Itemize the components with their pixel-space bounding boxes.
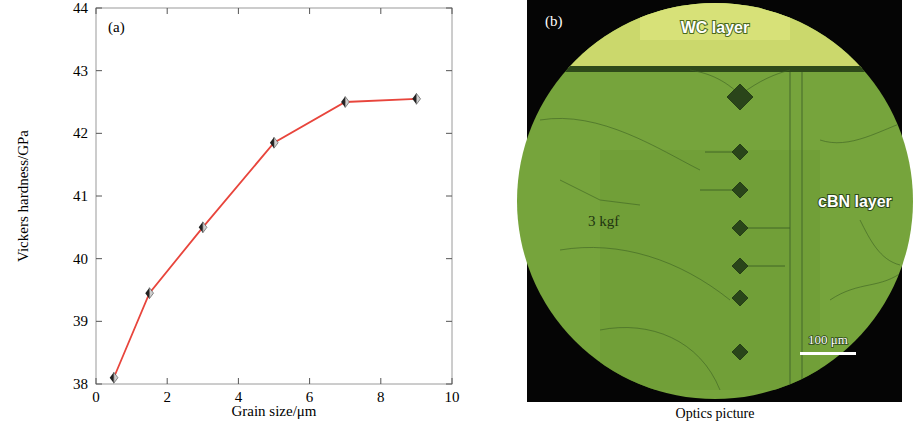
- x-tick: [167, 378, 168, 384]
- data-point: [145, 288, 153, 299]
- crack: [820, 120, 910, 143]
- x-tick: [309, 378, 310, 384]
- y-tick: [446, 321, 452, 322]
- x-tick-label: 0: [92, 389, 100, 405]
- marker-half: [199, 222, 203, 233]
- scale-bar: [800, 352, 856, 355]
- x-tick-label: 2: [163, 389, 171, 405]
- crack: [600, 328, 720, 391]
- y-tick: [446, 8, 452, 9]
- y-tick: [446, 258, 452, 259]
- data-point: [199, 222, 207, 233]
- scratch: [790, 72, 791, 400]
- shade: [600, 150, 820, 390]
- highlight: [640, 0, 790, 40]
- indent: [732, 144, 748, 160]
- indent: [732, 182, 748, 198]
- marker-half: [341, 97, 345, 108]
- data-point: [110, 372, 118, 383]
- marker-half: [412, 93, 416, 104]
- x-axis-title: Grain size/μm: [231, 403, 316, 419]
- x-tick: [380, 378, 381, 384]
- marker-half: [203, 222, 207, 233]
- x-tick: [452, 378, 453, 384]
- data-point: [270, 137, 278, 148]
- x-tick-label: 8: [377, 389, 385, 405]
- y-tick: [96, 8, 102, 9]
- y-tick-label: 38: [73, 376, 88, 392]
- x-tick: [238, 378, 239, 384]
- crack: [560, 180, 640, 205]
- x-tick: [96, 8, 97, 14]
- y-tick: [446, 70, 452, 71]
- marker-half: [114, 372, 118, 383]
- y-tick: [96, 258, 102, 259]
- data-point: [341, 97, 349, 108]
- indent: [732, 344, 748, 360]
- plot-area: [110, 93, 421, 383]
- x-tick-label: 10: [445, 389, 460, 405]
- y-tick: [96, 321, 102, 322]
- scratch: [802, 72, 803, 400]
- x-tick: [309, 8, 310, 14]
- layer-label: cBN layer: [818, 193, 892, 210]
- cbn-region: [510, 0, 920, 410]
- marker-half: [345, 97, 349, 108]
- x-tick: [452, 8, 453, 14]
- marker-half: [110, 372, 114, 383]
- x-tick: [96, 378, 97, 384]
- interface: [510, 66, 920, 72]
- figure: 024681038394041424344Grain size/μmVicker…: [0, 0, 921, 423]
- marker-half: [274, 137, 278, 148]
- panel-label: (a): [108, 19, 125, 36]
- indent: [732, 220, 748, 236]
- y-tick-label: 40: [73, 251, 88, 267]
- y-tick: [446, 196, 452, 197]
- data-point: [412, 93, 420, 104]
- crack: [860, 220, 900, 265]
- y-tick-label: 41: [73, 188, 88, 204]
- scale-label: 100 μm: [808, 332, 848, 347]
- panel-label: (b): [545, 13, 563, 30]
- y-tick: [96, 384, 102, 385]
- crack: [540, 118, 700, 170]
- y-tick-label: 42: [73, 125, 88, 141]
- caption: Optics picture: [676, 406, 755, 421]
- x-tick: [238, 8, 239, 14]
- photo-field: [510, 0, 920, 410]
- data-line: [114, 99, 417, 378]
- indent: [732, 290, 748, 306]
- indent: [732, 258, 748, 274]
- indent: [727, 84, 753, 110]
- layer-label: WC layer: [681, 19, 749, 36]
- crack: [830, 270, 905, 300]
- y-tick: [96, 196, 102, 197]
- wc-region: [510, 0, 920, 68]
- optics-picture: WC layer cBN layer 3 kgf 100 μm (b): [510, 0, 920, 410]
- y-tick-label: 44: [73, 0, 89, 16]
- y-tick: [446, 384, 452, 385]
- marker-half: [416, 93, 420, 104]
- y-tick: [446, 133, 452, 134]
- marker-half: [149, 288, 153, 299]
- load-label: 3 kgf: [588, 213, 619, 229]
- x-tick: [167, 8, 168, 14]
- y-axis-title: Vickers hardness/GPa: [15, 130, 31, 262]
- x-tick: [380, 8, 381, 14]
- y-tick-label: 39: [73, 313, 88, 329]
- crack: [560, 247, 730, 300]
- plot-frame: [96, 8, 452, 384]
- y-tick-label: 43: [73, 63, 88, 79]
- y-tick: [96, 133, 102, 134]
- y-tick: [96, 70, 102, 71]
- marker-half: [270, 137, 274, 148]
- marker-half: [145, 288, 149, 299]
